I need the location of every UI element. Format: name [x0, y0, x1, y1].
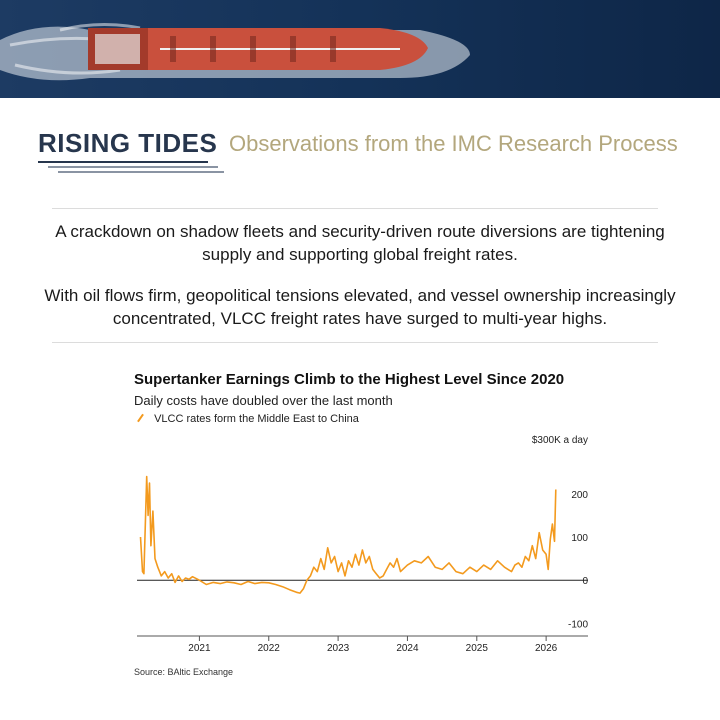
brand-logo: RISING TIDES [38, 128, 224, 173]
hero-image [0, 0, 720, 98]
x-tick-label: 2022 [258, 643, 281, 654]
chart-source: Source: BAltic Exchange [134, 667, 234, 677]
chart-title: Supertanker Earnings Climb to the Highes… [134, 371, 565, 388]
y-unit-label: $300K a day [532, 435, 588, 446]
divider-top [52, 208, 658, 209]
legend-label: VLCC rates form the Middle East to China [154, 413, 359, 425]
y-tick-label: 100 [571, 533, 588, 544]
y-tick-label: 0 [582, 576, 588, 587]
y-tick-label: -100 [568, 619, 588, 630]
intro-paragraph-1: A crackdown on shadow fleets and securit… [55, 222, 665, 264]
x-tick-label: 2026 [535, 643, 558, 654]
x-tick-label: 2024 [396, 643, 419, 654]
tagline: Observations from the IMC Research Proce… [229, 131, 678, 156]
chart-subtitle: Daily costs have doubled over the last m… [134, 393, 393, 408]
ship-illustration [0, 0, 720, 98]
x-tick-label: 2021 [188, 643, 211, 654]
x-tick-label: 2025 [466, 643, 489, 654]
brand-underline-graphic [38, 161, 224, 173]
intro-paragraph-2: With oil flows firm, geopolitical tensio… [44, 286, 676, 328]
series-line-vlcc [139, 475, 557, 594]
divider-bottom [52, 342, 658, 343]
brand-title: RISING TIDES [38, 128, 218, 158]
y-tick-label: 200 [571, 490, 588, 501]
x-tick-label: 2023 [327, 643, 350, 654]
chart-legend: VLCC rates form the Middle East to China [134, 413, 359, 425]
